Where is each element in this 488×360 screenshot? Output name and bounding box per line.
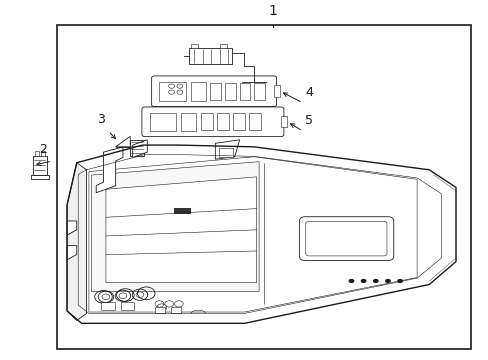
FancyBboxPatch shape [305, 221, 386, 256]
Bar [188, 48, 232, 64]
Bar [130, 140, 143, 156]
FancyBboxPatch shape [151, 76, 276, 107]
Bar [57, 25, 469, 349]
FancyBboxPatch shape [142, 107, 284, 137]
Bar [41, 151, 44, 156]
Bar [274, 85, 280, 98]
Bar [210, 83, 221, 100]
Bar [191, 82, 205, 101]
Polygon shape [89, 157, 416, 312]
Bar [181, 113, 196, 131]
Circle shape [372, 279, 378, 283]
Bar [170, 307, 181, 313]
Bar [33, 156, 46, 175]
Polygon shape [67, 221, 77, 235]
Bar [224, 83, 235, 100]
Bar [220, 44, 227, 48]
Bar [120, 302, 134, 310]
Bar [174, 208, 191, 214]
Bar [219, 148, 232, 157]
Polygon shape [96, 147, 122, 193]
Bar [239, 83, 250, 100]
Bar [30, 175, 49, 179]
Circle shape [348, 279, 354, 283]
Bar [254, 83, 264, 100]
Bar [35, 151, 39, 156]
Circle shape [360, 279, 366, 283]
Text: 3: 3 [97, 113, 105, 126]
Bar [248, 113, 261, 130]
Bar [216, 113, 228, 130]
Polygon shape [67, 246, 77, 260]
Bar [201, 113, 212, 130]
Polygon shape [106, 177, 256, 283]
Bar [154, 307, 165, 313]
Text: 5: 5 [305, 114, 313, 127]
Text: 2: 2 [39, 143, 46, 156]
Text: 4: 4 [305, 86, 312, 99]
Polygon shape [132, 140, 147, 157]
Bar [281, 116, 287, 127]
Text: 1: 1 [268, 4, 277, 18]
Polygon shape [91, 162, 259, 292]
Bar [101, 302, 115, 310]
Polygon shape [116, 136, 130, 147]
Bar [159, 82, 186, 101]
Circle shape [384, 279, 390, 283]
Bar [232, 113, 244, 130]
Bar [191, 44, 198, 48]
Circle shape [396, 279, 402, 283]
Polygon shape [215, 140, 239, 159]
Polygon shape [67, 163, 86, 320]
FancyBboxPatch shape [299, 217, 393, 261]
Bar [149, 113, 176, 131]
